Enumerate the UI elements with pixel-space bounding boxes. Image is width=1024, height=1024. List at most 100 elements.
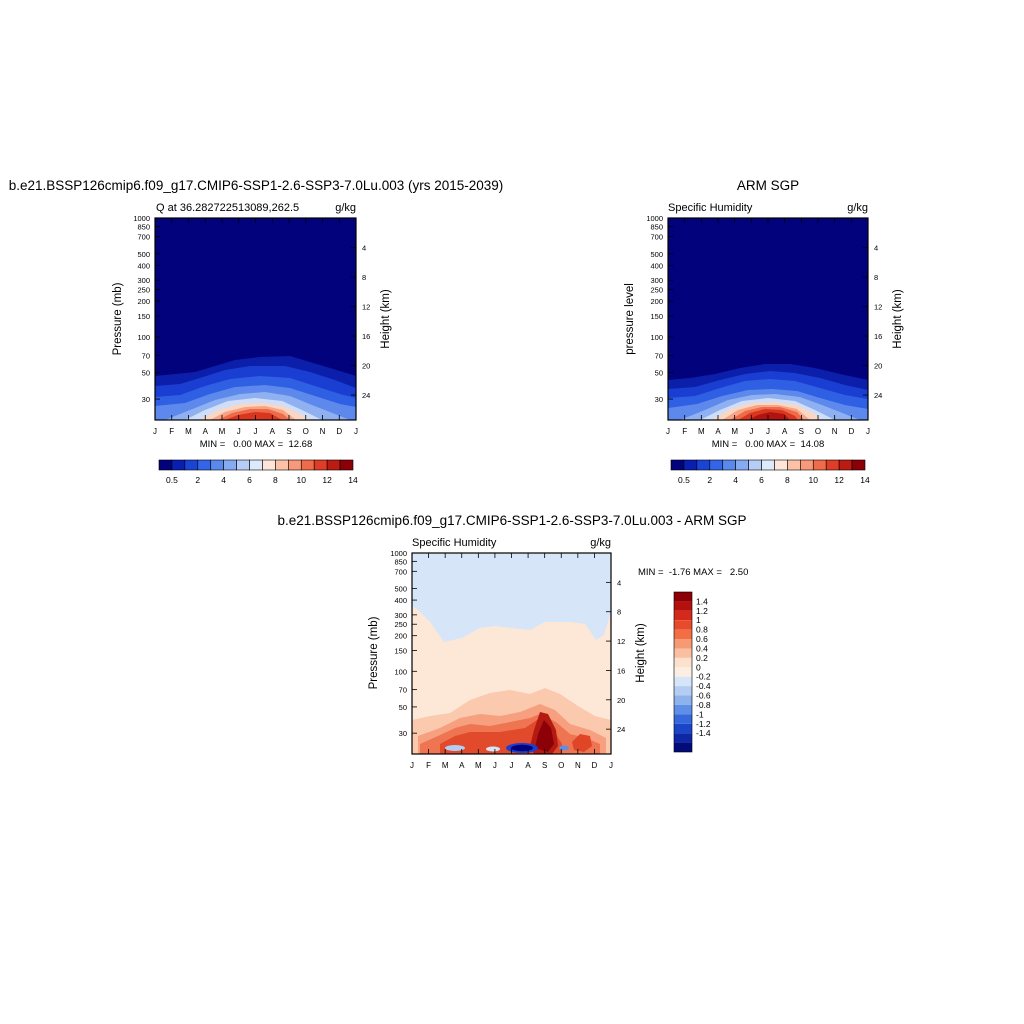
y-tick-label: 1000: [646, 214, 663, 223]
colorbar-swatch: [171, 459, 186, 471]
colorbar-swatch: [722, 459, 736, 471]
x-tick-label: M: [219, 427, 226, 436]
y-tick-label: 100: [650, 333, 663, 342]
y-tick-label: 300: [394, 611, 407, 620]
y-tick-label: 200: [137, 297, 150, 306]
panel1-stats: MIN = 0.00 MAX = 12.68: [200, 439, 312, 450]
colorbar-swatch: [158, 459, 173, 471]
colorbar-swatch: [674, 601, 692, 611]
y-tick-right-label: 12: [874, 303, 882, 312]
colorbar-swatch: [674, 733, 692, 743]
colorbar-swatch: [313, 459, 328, 471]
y-tick-label: 500: [650, 250, 663, 259]
panel2-field: [668, 218, 868, 420]
panel3-ylabel: Pressure (mb): [368, 616, 380, 689]
panel1-ylabel-right: Height (km): [380, 289, 392, 349]
x-tick-label: N: [575, 761, 581, 770]
panel-difference: b.e21.BSSP126cmip6.f09_g17.CMIP6-SSP1-2.…: [277, 513, 748, 770]
panel1-colorbar: 0.5 2 4 6 8 10 12 14: [158, 459, 358, 485]
colorbar-label: -1: [696, 709, 704, 719]
y-tick-label: 400: [137, 261, 150, 270]
colorbar-label: 1.4: [696, 596, 708, 606]
y-tick-right-label: 24: [362, 391, 370, 400]
x-tick-label: M: [698, 427, 705, 436]
x-tick-label: O: [815, 427, 821, 436]
colorbar-swatch: [838, 459, 853, 471]
x-tick-label: N: [320, 427, 326, 436]
colorbar-label: 2: [707, 475, 712, 485]
panel1-subtitle-left: Q at 36.282722513089,262.5: [156, 202, 299, 214]
x-tick-label: A: [270, 427, 276, 436]
x-tick-label: J: [749, 427, 753, 436]
colorbar-swatch: [825, 459, 840, 471]
colorbar-swatch: [774, 459, 788, 471]
y-tick-right-label: 20: [874, 362, 882, 371]
colorbar-swatch: [748, 459, 762, 471]
panel2-ylabel: pressure level: [624, 283, 636, 355]
y-tick-label: 700: [137, 232, 150, 241]
colorbar-swatch: [709, 459, 724, 471]
colorbar-swatch: [674, 667, 692, 677]
colorbar-label: -0.4: [696, 681, 711, 691]
colorbar-swatch: [197, 459, 212, 471]
colorbar-label: 1: [696, 615, 701, 625]
x-tick-label: M: [731, 427, 738, 436]
x-tick-label: F: [169, 427, 174, 436]
x-tick-label: A: [525, 761, 531, 770]
x-tick-label: S: [799, 427, 804, 436]
colorbar-label: 1.2: [696, 606, 708, 616]
panel3-subtitle-left: Specific Humidity: [412, 537, 497, 549]
y-tick-label: 300: [137, 276, 150, 285]
colorbar-swatch: [674, 648, 692, 658]
colorbar-label: 0.4: [696, 643, 708, 653]
colorbar-swatch: [674, 742, 692, 752]
colorbar-swatch: [674, 629, 692, 640]
colorbar-swatch: [674, 695, 692, 705]
y-tick-label: 100: [137, 333, 150, 342]
colorbar-swatch: [275, 459, 289, 471]
y-tick-label: 500: [394, 585, 407, 594]
y-tick-label: 70: [142, 351, 150, 360]
colorbar-swatch: [674, 610, 692, 621]
colorbar-swatch: [674, 686, 692, 696]
x-tick-label: A: [782, 427, 788, 436]
colorbar-swatch: [210, 459, 224, 471]
y-tick-right-label: 20: [362, 362, 370, 371]
colorbar-swatch: [249, 459, 263, 471]
colorbar-swatch: [683, 459, 698, 471]
x-tick-label: D: [336, 427, 342, 436]
x-tick-label: A: [459, 761, 465, 770]
y-tick-label: 70: [399, 686, 407, 695]
colorbar-label: -1.4: [696, 728, 711, 738]
colorbar-label: -1.2: [696, 719, 711, 729]
x-tick-label: J: [410, 761, 414, 770]
x-tick-label: M: [442, 761, 449, 770]
panel2-subtitle-right: g/kg: [847, 202, 868, 214]
panel3-subtitle-right: g/kg: [590, 537, 611, 549]
y-tick-label: 150: [394, 646, 407, 655]
colorbar-swatch: [674, 714, 692, 724]
colorbar-swatch: [262, 459, 276, 471]
y-tick-label: 30: [399, 729, 407, 738]
panel2-title: ARM SGP: [737, 178, 799, 193]
panel1-ylabel: Pressure (mb): [112, 282, 124, 355]
y-tick-label: 400: [650, 261, 663, 270]
colorbar-label: 10: [809, 475, 819, 485]
panel2-colorbar: 0.5 2 4 6 8 10 12 14: [670, 459, 870, 485]
x-tick-label: F: [426, 761, 431, 770]
colorbar-label: 8: [273, 475, 278, 485]
y-tick-label: 850: [137, 222, 150, 231]
colorbar-label: -0.6: [696, 691, 711, 701]
colorbar-swatch: [735, 459, 749, 471]
colorbar-label: 14: [348, 475, 358, 485]
colorbar-label: -0.8: [696, 700, 711, 710]
y-tick-label: 50: [142, 369, 150, 378]
colorbar-swatch: [288, 459, 302, 471]
x-tick-label: J: [666, 427, 670, 436]
colorbar-label: 0: [696, 662, 701, 672]
colorbar-swatch: [761, 459, 775, 471]
x-tick-label: J: [510, 761, 514, 770]
